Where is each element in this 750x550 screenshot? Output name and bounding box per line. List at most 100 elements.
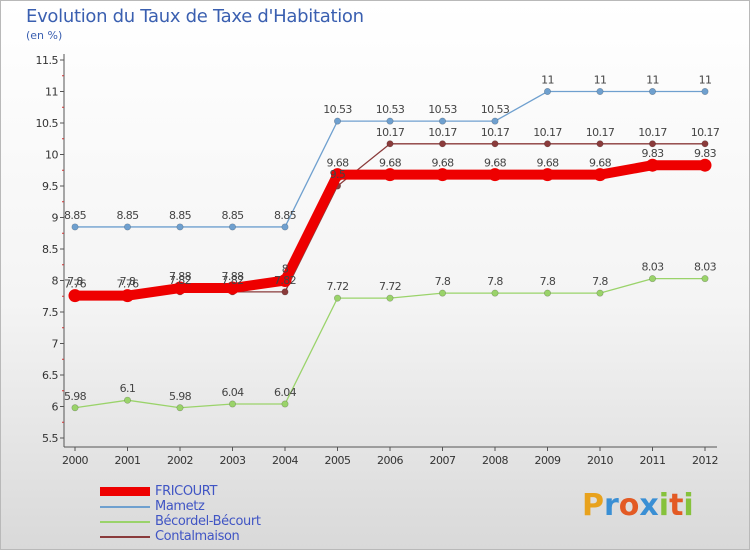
y-tick-label: 6 (52, 401, 59, 414)
y-tick-label: 6.5 (42, 369, 58, 382)
data-point-mametz (281, 223, 289, 231)
legend-item-becordel-becourt: Bécordel-Bécourt (100, 514, 340, 529)
x-tick-label: 2011 (640, 454, 666, 467)
legend-label-mametz: Mametz (155, 499, 205, 514)
data-point-becordel-becourt (701, 275, 709, 283)
data-point-becordel-becourt (543, 289, 551, 297)
legend-label-contalmaison: Contalmaison (155, 529, 240, 544)
legend-label-fricourt: FRICOURT (155, 484, 217, 499)
data-point-mametz (438, 117, 446, 125)
data-label-fricourt: 7.88 (221, 270, 244, 283)
data-point-mametz (124, 223, 132, 231)
data-point-fricourt (278, 274, 292, 287)
data-label-fricourt: 9.68 (379, 157, 402, 170)
data-label-contalmaison: 10.17 (638, 126, 667, 139)
data-point-contalmaison (491, 140, 499, 148)
data-label-becordel-becourt: 6.04 (221, 386, 244, 399)
y-tick-label: 7.5 (42, 306, 58, 319)
data-point-becordel-becourt (438, 289, 446, 297)
data-point-fricourt (488, 168, 502, 182)
y-tick-label: 11 (45, 86, 58, 99)
data-label-becordel-becourt: 8.03 (694, 261, 717, 274)
legend-swatch-becordel-becourt (100, 520, 150, 523)
x-tick-label: 2001 (115, 454, 141, 467)
data-label-contalmaison: 7.8 (67, 275, 83, 288)
data-point-becordel-becourt (176, 404, 184, 412)
data-point-fricourt (541, 168, 554, 182)
data-label-becordel-becourt: 7.8 (435, 275, 451, 288)
data-point-fricourt (331, 168, 344, 182)
data-label-contalmaison: 10.17 (376, 126, 405, 139)
data-label-mametz: 10.53 (428, 103, 457, 116)
data-point-mametz (333, 117, 341, 125)
data-label-contalmaison: 7.8 (120, 275, 136, 288)
data-point-fricourt (436, 168, 449, 182)
data-point-fricourt (646, 158, 659, 172)
y-tick-label: 9.5 (42, 180, 58, 193)
data-label-contalmaison: 10.17 (481, 126, 510, 139)
data-label-contalmaison: 10.17 (533, 126, 562, 139)
data-point-becordel-becourt (333, 294, 341, 302)
data-point-mametz (491, 117, 499, 125)
data-label-becordel-becourt: 7.8 (487, 275, 503, 288)
data-point-becordel-becourt (124, 396, 132, 404)
data-label-contalmaison: 9.5 (330, 168, 346, 181)
data-point-becordel-becourt (596, 289, 604, 297)
data-point-fricourt (68, 289, 82, 303)
data-label-mametz: 8.85 (116, 209, 139, 222)
logo-letter: P (582, 488, 604, 523)
y-tick-label: 8.5 (42, 243, 58, 256)
data-point-contalmaison (386, 140, 394, 148)
chart-legend: FRICOURT Mametz Bécordel-Bécourt Contalmais… (100, 484, 340, 544)
x-tick-label: 2006 (377, 454, 403, 467)
data-point-becordel-becourt (491, 289, 499, 297)
data-label-fricourt: 8 (282, 263, 289, 276)
data-label-fricourt: 9.68 (536, 157, 559, 170)
data-point-contalmaison (596, 140, 604, 148)
data-point-mametz (229, 223, 237, 231)
legend-swatch-contalmaison (100, 535, 150, 538)
x-tick-label: 2008 (482, 454, 508, 467)
data-label-becordel-becourt: 7.8 (540, 275, 556, 288)
data-point-mametz (596, 88, 604, 96)
data-label-fricourt: 9.68 (484, 157, 507, 170)
y-tick-label: 8 (52, 275, 59, 288)
y-tick-label: 7 (52, 338, 59, 351)
data-point-mametz (543, 88, 551, 96)
data-label-becordel-becourt: 5.98 (64, 390, 87, 403)
data-label-mametz: 8.85 (64, 209, 87, 222)
x-tick-label: 2004 (272, 454, 298, 467)
data-point-fricourt (121, 289, 134, 303)
data-label-contalmaison: 10.17 (691, 126, 720, 139)
data-point-becordel-becourt (229, 400, 237, 408)
data-label-becordel-becourt: 6.1 (120, 382, 136, 395)
logo-letter: r (604, 488, 619, 523)
data-label-contalmaison: 10.17 (586, 126, 615, 139)
legend-swatch-mametz (100, 505, 150, 508)
x-tick-label: 2000 (62, 454, 88, 467)
logo-letter: i (683, 488, 694, 523)
data-label-fricourt: 7.88 (169, 270, 192, 283)
data-point-contalmaison (701, 140, 709, 148)
data-label-mametz: 10.53 (323, 103, 352, 116)
data-label-becordel-becourt: 7.8 (592, 275, 608, 288)
data-label-becordel-becourt: 7.72 (379, 280, 401, 293)
logo-letter: t (669, 488, 684, 523)
data-point-mametz (386, 117, 394, 125)
data-point-fricourt (226, 281, 239, 295)
logo-letter: x (639, 488, 659, 523)
data-label-mametz: 11 (594, 74, 607, 87)
data-point-becordel-becourt (386, 294, 394, 302)
data-label-mametz: 8.85 (274, 209, 297, 222)
x-tick-label: 2012 (692, 454, 718, 467)
data-label-fricourt: 9.83 (694, 147, 717, 160)
data-point-mametz (648, 88, 656, 96)
data-label-mametz: 8.85 (169, 209, 192, 222)
data-point-fricourt (593, 168, 607, 182)
legend-item-mametz: Mametz (100, 499, 340, 514)
x-tick-label: 2005 (325, 454, 351, 467)
legend-item-contalmaison: Contalmaison (100, 529, 340, 544)
data-label-becordel-becourt: 6.04 (274, 386, 297, 399)
data-label-fricourt: 9.68 (589, 157, 612, 170)
